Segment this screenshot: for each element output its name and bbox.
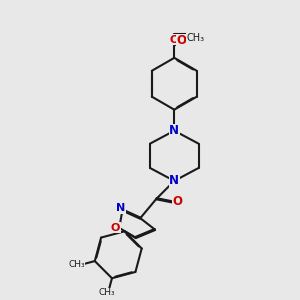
Text: CH₃: CH₃ [99, 288, 116, 297]
Text: O: O [172, 196, 182, 208]
Text: O: O [169, 35, 179, 45]
Text: N: N [169, 174, 179, 188]
Text: N: N [116, 203, 125, 213]
Text: O: O [111, 223, 120, 233]
Text: N: N [169, 124, 179, 137]
Text: CH₃: CH₃ [187, 33, 205, 43]
Text: CH₃: CH₃ [68, 260, 85, 269]
Text: O: O [176, 34, 186, 47]
